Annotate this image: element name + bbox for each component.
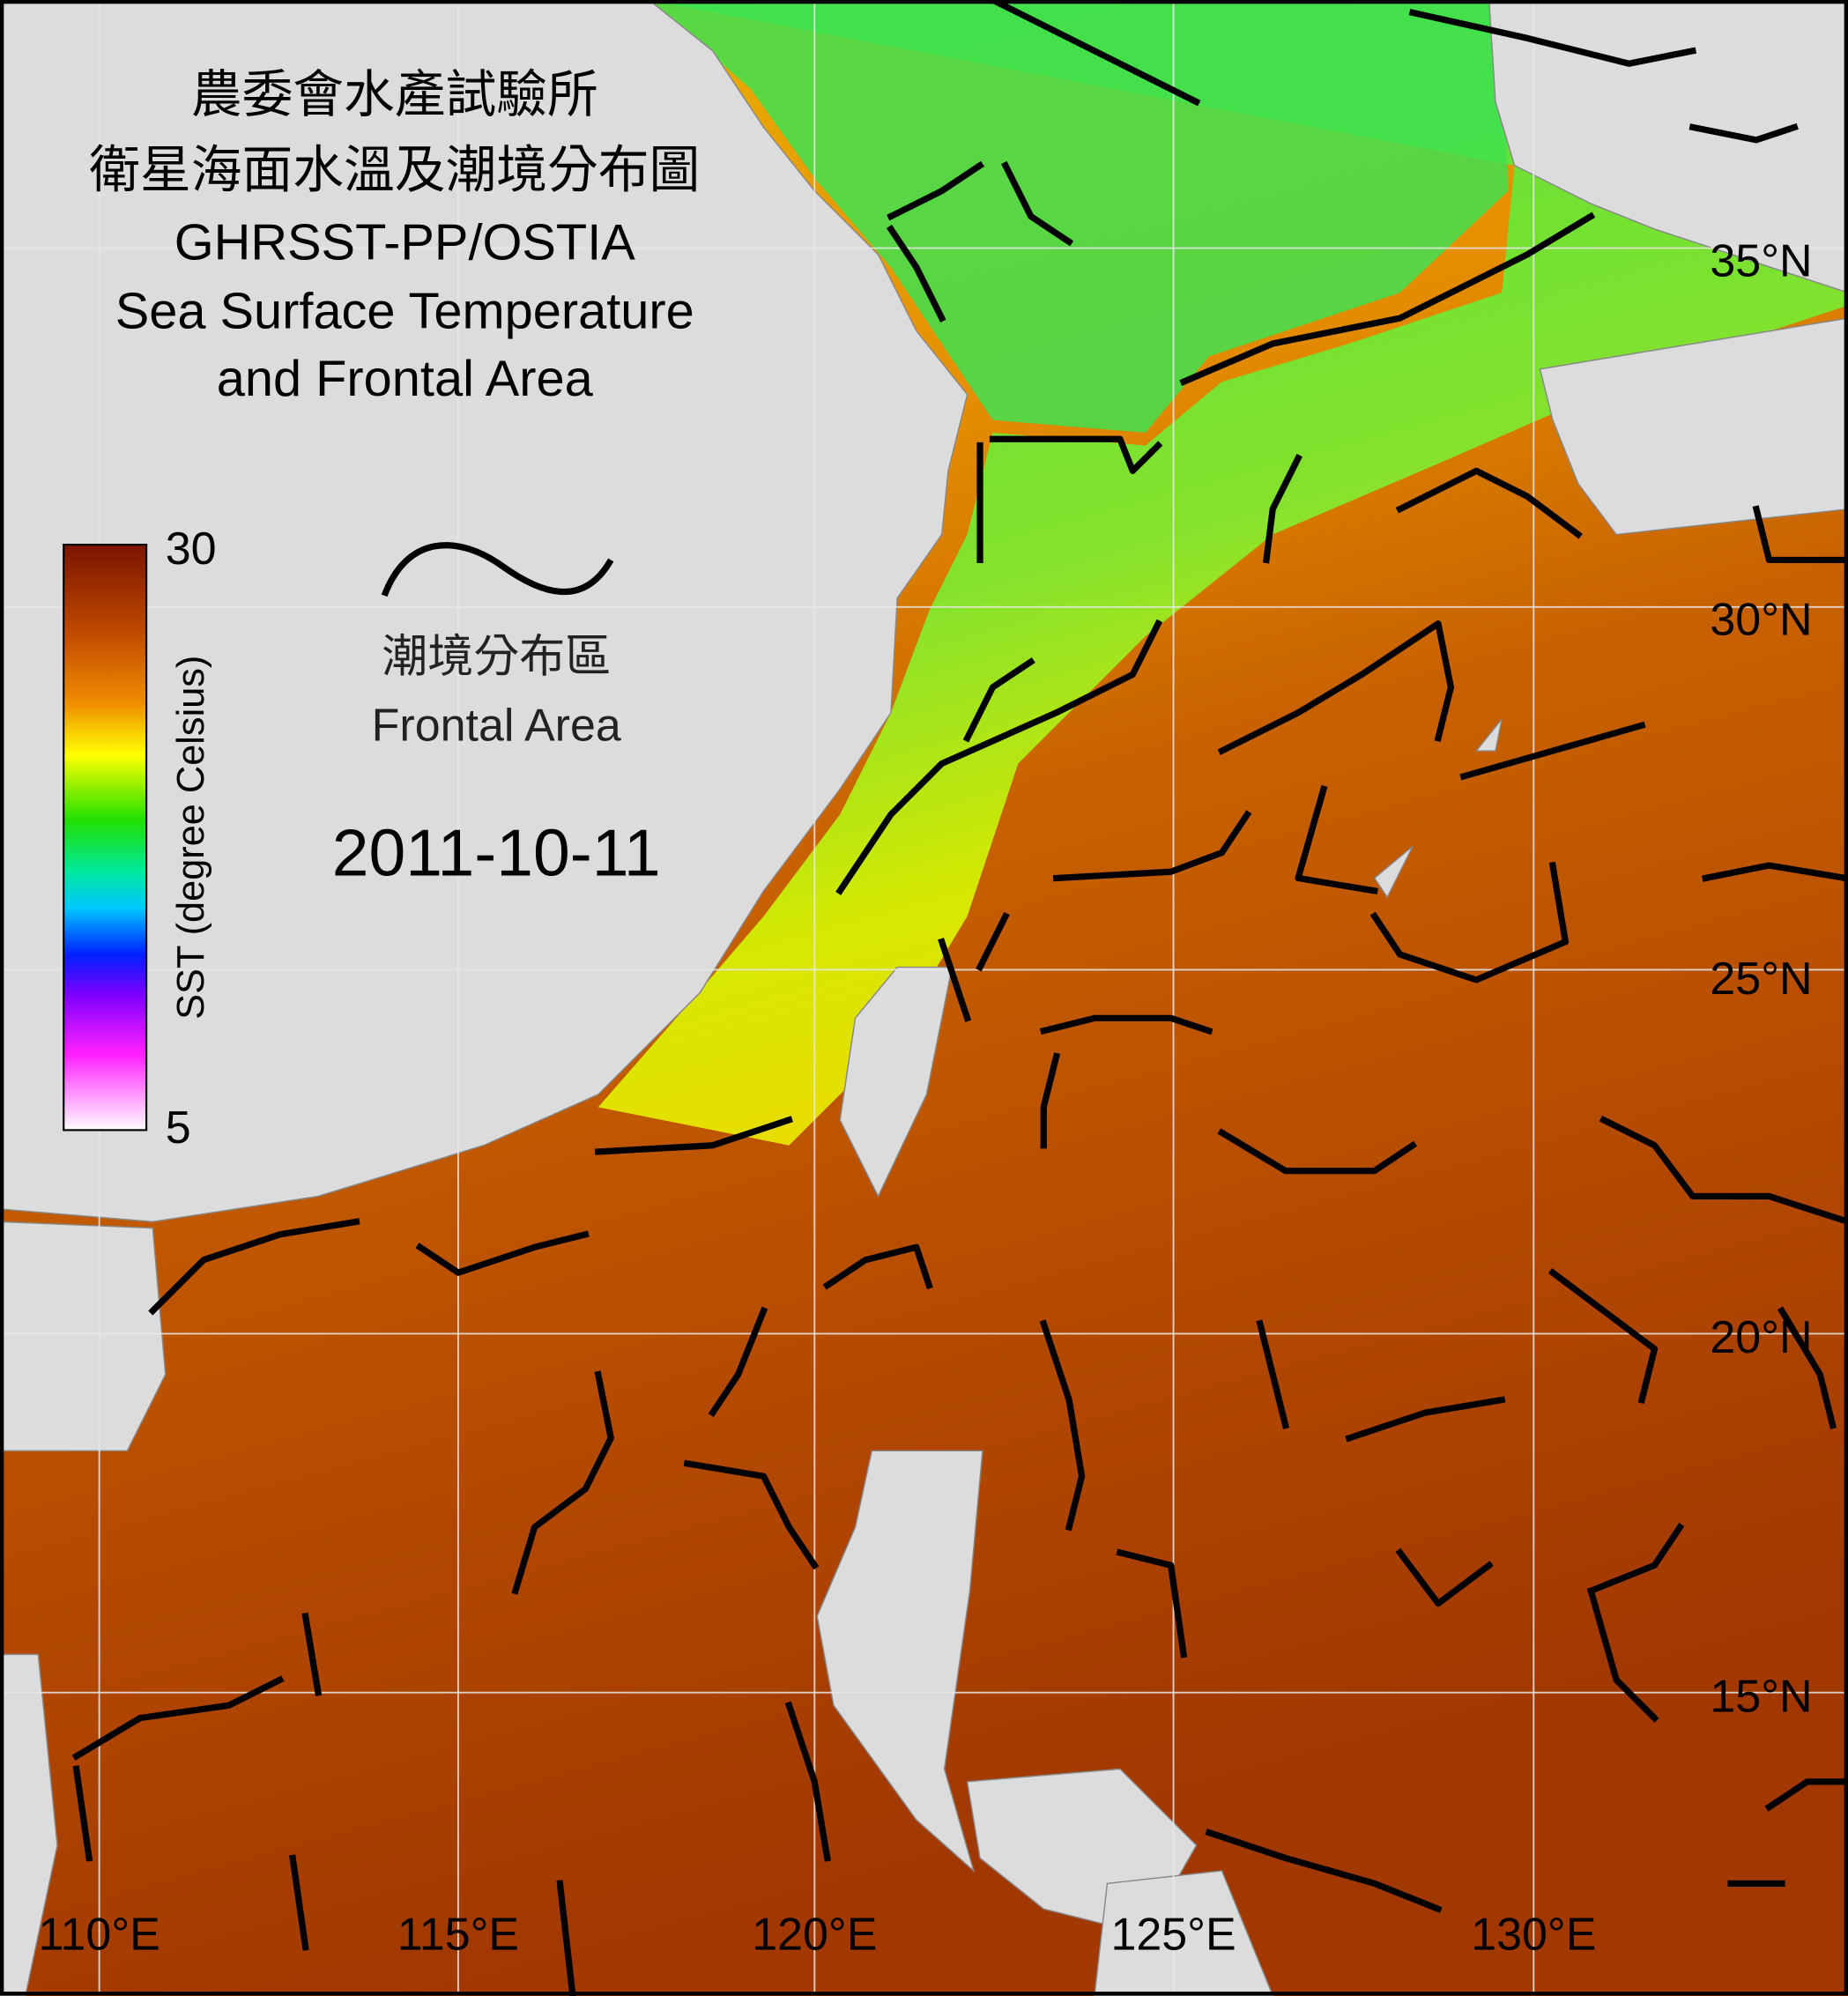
lat-labels: 35°N 30°N 25°N 20°N 15°N	[1710, 235, 1812, 1722]
title-line: and Frontal Area	[217, 351, 594, 407]
colorbar-max: 30	[166, 523, 217, 575]
legend-symbol	[381, 542, 614, 597]
lon-label: 110°E	[38, 1909, 160, 1960]
lon-label: 125°E	[1110, 1909, 1236, 1960]
colorbar-label: SST (degree Celsius)	[170, 656, 212, 1020]
date: 2011-10-11	[332, 816, 661, 890]
lon-labels: 110°E 115°E 120°E 125°E 130°E	[38, 1909, 1596, 1960]
lon-label: 115°E	[397, 1909, 519, 1960]
cool-water	[597, 0, 1848, 1146]
colorbar	[63, 544, 148, 1132]
lat-label: 35°N	[1710, 235, 1812, 286]
lon-label: 130°E	[1471, 1909, 1596, 1960]
title-line: GHRSST-PP/OSTIA	[174, 215, 636, 271]
title-block: 農委會水產試驗所 衛星海面水溫及潮境分布圖 GHRSST-PP/OSTIA Se…	[89, 67, 700, 407]
title-line: Sea Surface Temperature	[115, 284, 694, 340]
lat-label: 30°N	[1710, 595, 1812, 646]
legend-label-zh: 潮境分布區	[382, 632, 611, 683]
fronts	[71, 0, 1848, 1996]
cold-water	[649, 0, 1509, 434]
lon-label: 120°E	[752, 1909, 877, 1960]
lat-label: 25°N	[1710, 953, 1812, 1005]
colorbar-min: 5	[166, 1102, 191, 1154]
title-line: 衛星海面水溫及潮境分布圖	[89, 142, 700, 198]
lat-label: 15°N	[1710, 1671, 1812, 1722]
title-line: 農委會水產試驗所	[191, 67, 598, 123]
lat-label: 20°N	[1710, 1312, 1812, 1363]
legend-label-en: Frontal Area	[372, 700, 621, 751]
